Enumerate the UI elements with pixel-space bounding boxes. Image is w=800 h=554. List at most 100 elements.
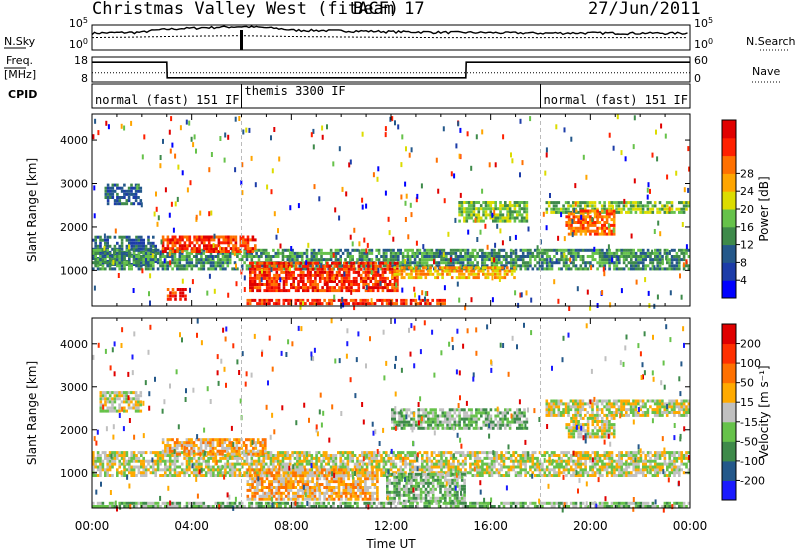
velocity-cell bbox=[192, 468, 196, 472]
power-scatter bbox=[421, 290, 424, 296]
power-cell bbox=[437, 248, 441, 252]
velocity-cell bbox=[137, 451, 141, 455]
velocity-cell bbox=[272, 456, 275, 460]
velocity-cell bbox=[483, 462, 487, 466]
power-cell bbox=[392, 264, 395, 268]
power-cell bbox=[239, 241, 243, 245]
power-cell bbox=[524, 255, 527, 258]
power-cell bbox=[536, 255, 539, 258]
power-cell bbox=[678, 248, 681, 252]
power-cell bbox=[139, 199, 143, 203]
power-cell bbox=[394, 251, 398, 255]
power-cell bbox=[305, 251, 309, 255]
velocity-cell bbox=[389, 465, 393, 469]
power-cell bbox=[618, 248, 621, 252]
power-cell bbox=[357, 270, 361, 274]
power-cell bbox=[108, 267, 112, 271]
velocity-cell bbox=[363, 451, 366, 455]
power-cell bbox=[533, 258, 537, 262]
power-cell bbox=[245, 255, 249, 258]
power-cell bbox=[392, 255, 395, 258]
velocity-cell bbox=[584, 468, 587, 472]
velocity-cell bbox=[344, 451, 347, 455]
power-cell bbox=[581, 201, 585, 205]
power-cell bbox=[318, 280, 322, 283]
velocity-cell bbox=[610, 459, 614, 463]
power-cell bbox=[222, 235, 226, 239]
power-scatter bbox=[420, 183, 423, 189]
velocity-cell bbox=[433, 462, 436, 466]
velocity-cell bbox=[495, 454, 499, 457]
power-scatter bbox=[415, 240, 418, 246]
velocity-cell bbox=[202, 459, 206, 463]
power-cell bbox=[582, 223, 585, 227]
power-cell bbox=[593, 212, 597, 216]
velocity-cell bbox=[207, 468, 210, 472]
power-cell bbox=[253, 280, 257, 283]
power-cell bbox=[685, 248, 688, 252]
power-scatter bbox=[174, 201, 177, 207]
power-cell bbox=[361, 298, 365, 302]
power-cell bbox=[385, 298, 389, 302]
power-cell bbox=[418, 258, 422, 262]
velocity-cell bbox=[176, 459, 179, 463]
power-cell bbox=[339, 248, 342, 252]
velocity-cell bbox=[240, 474, 244, 477]
power-cell bbox=[603, 201, 606, 205]
power-cell bbox=[663, 204, 667, 208]
velocity-cell bbox=[356, 459, 359, 463]
power-scatter bbox=[536, 245, 539, 251]
power-cell bbox=[562, 264, 566, 268]
velocity-cell bbox=[368, 474, 371, 477]
velocity-cell bbox=[589, 454, 592, 457]
velocity-cell bbox=[529, 454, 532, 457]
power-cell bbox=[193, 238, 196, 242]
power-cell bbox=[203, 241, 206, 245]
power-cell bbox=[159, 258, 162, 262]
power-cell bbox=[282, 289, 286, 293]
velocity-cell bbox=[240, 456, 244, 460]
velocity-cell bbox=[519, 456, 523, 460]
power-cell bbox=[130, 186, 133, 190]
power-cell bbox=[290, 276, 293, 280]
power-cell bbox=[483, 251, 487, 255]
velocity-cell bbox=[550, 462, 554, 466]
power-scatter bbox=[358, 249, 361, 255]
power-cell bbox=[519, 258, 523, 262]
power-cell bbox=[104, 261, 107, 265]
power-cell bbox=[240, 258, 244, 262]
power-cell bbox=[244, 238, 247, 242]
power-scatter bbox=[656, 156, 659, 162]
power-cell bbox=[579, 232, 583, 236]
power-cell bbox=[513, 204, 517, 208]
velocity-cell bbox=[137, 468, 141, 472]
power-scatter bbox=[361, 131, 364, 137]
velocity-cell bbox=[553, 459, 556, 463]
velocity-cell bbox=[368, 459, 371, 463]
velocity-cell bbox=[615, 468, 619, 472]
velocity-cell bbox=[404, 462, 407, 466]
power-cell bbox=[481, 255, 484, 258]
power-scatter bbox=[439, 250, 442, 256]
power-cell bbox=[429, 302, 432, 306]
power-cell bbox=[305, 255, 309, 258]
power-cell bbox=[395, 272, 399, 276]
velocity-cell bbox=[557, 456, 561, 460]
power-cell bbox=[384, 276, 387, 280]
power-cell bbox=[613, 267, 616, 271]
power-scatter bbox=[188, 120, 191, 126]
velocity-cell bbox=[168, 459, 172, 463]
power-cell bbox=[128, 257, 131, 260]
power-scatter bbox=[318, 196, 321, 202]
power-scatter bbox=[307, 270, 310, 276]
power-cell bbox=[658, 251, 662, 255]
velocity-cell bbox=[579, 465, 583, 469]
velocity-cell bbox=[562, 459, 566, 463]
velocity-cell bbox=[478, 468, 482, 472]
power-cell bbox=[284, 255, 287, 258]
power-cell bbox=[234, 238, 238, 242]
power-cell bbox=[525, 204, 529, 208]
power-scatter bbox=[665, 255, 668, 261]
power-cell bbox=[130, 264, 133, 268]
power-cell bbox=[188, 258, 191, 262]
